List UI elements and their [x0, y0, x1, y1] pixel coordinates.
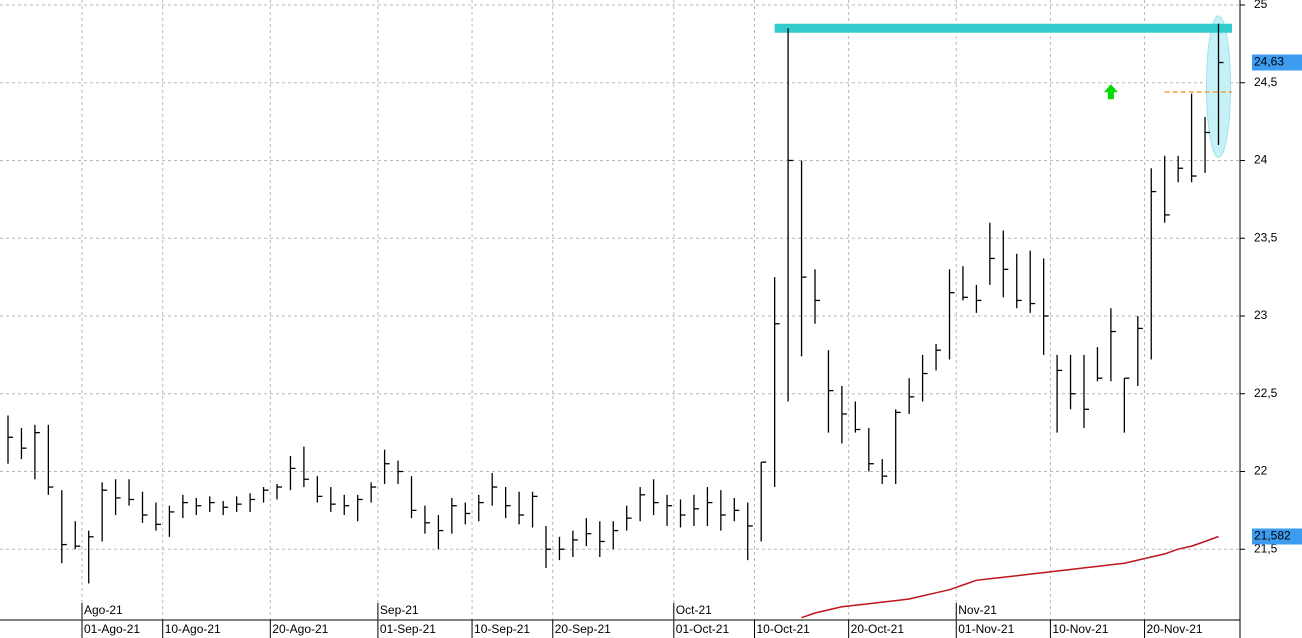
y-tick-label: 24,5: [1254, 75, 1278, 89]
y-tick-label: 25: [1254, 0, 1268, 11]
x-tick-label: 20-Ago-21: [272, 622, 328, 636]
x-tick-label: 10-Nov-21: [1052, 622, 1108, 636]
y-tick-label: 21,5: [1254, 541, 1278, 555]
x-tick-label: 01-Ago-21: [84, 622, 140, 636]
month-tick-label: Nov-21: [958, 603, 997, 617]
x-tick-label: 20-Nov-21: [1147, 622, 1203, 636]
x-tick-label: 10-Oct-21: [757, 622, 811, 636]
y-tick-label: 24: [1254, 153, 1268, 167]
plot-area: [7, 15, 1232, 619]
x-tick-label: 20-Oct-21: [851, 622, 905, 636]
last-value-box: [1252, 528, 1302, 545]
month-tick-label: Ago-21: [84, 603, 123, 617]
last-value-label: 21,582: [1254, 529, 1291, 543]
y-tick-label: 22: [1254, 464, 1268, 478]
x-tick-label: 01-Oct-21: [676, 622, 730, 636]
grid: [0, 0, 1240, 620]
y-tick-label: 23,5: [1254, 230, 1278, 244]
y-tick-label: 22,5: [1254, 386, 1278, 400]
x-tick-label: 01-Sep-21: [380, 622, 436, 636]
x-tick-label: 10-Ago-21: [165, 622, 221, 636]
month-tick-label: Sep-21: [380, 603, 419, 617]
x-tick-label: 10-Sep-21: [474, 622, 530, 636]
x-tick-label: 01-Nov-21: [958, 622, 1014, 636]
x-tick-label: 20-Sep-21: [555, 622, 611, 636]
last-value-box: [1252, 54, 1302, 71]
last-value-label: 24,63: [1254, 55, 1284, 69]
y-tick-label: 23: [1254, 308, 1268, 322]
month-tick-label: Oct-21: [676, 603, 712, 617]
up-arrow: [1103, 84, 1118, 100]
moving-average-line: [801, 535, 1219, 619]
